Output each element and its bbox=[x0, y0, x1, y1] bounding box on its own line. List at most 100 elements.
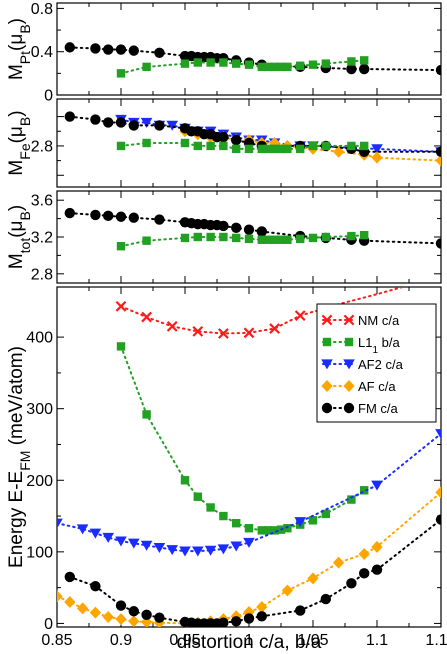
data-point bbox=[232, 519, 241, 528]
x-tick-label: 0.9 bbox=[110, 632, 132, 649]
y-axis-label: MPt(μB) bbox=[6, 18, 33, 80]
data-point bbox=[154, 120, 165, 131]
data-point bbox=[360, 141, 369, 151]
data-point bbox=[232, 144, 241, 154]
data-point bbox=[140, 540, 153, 551]
data-point bbox=[294, 517, 306, 528]
series-FM bbox=[64, 207, 441, 249]
data-point bbox=[435, 154, 441, 167]
y-tick-label: 0 bbox=[44, 616, 53, 633]
data-point bbox=[371, 480, 383, 491]
y-tick-label: 0.4 bbox=[31, 44, 53, 61]
y-tick-label: 0 bbox=[44, 88, 53, 105]
legend-marker bbox=[343, 380, 355, 392]
data-point bbox=[218, 328, 229, 339]
data-point bbox=[142, 410, 151, 419]
data-point bbox=[57, 590, 63, 603]
legend-marker bbox=[321, 380, 333, 392]
y-tick-label: 0.8 bbox=[31, 1, 53, 18]
data-point bbox=[76, 524, 89, 535]
legend-marker bbox=[344, 337, 354, 347]
data-point bbox=[116, 242, 126, 251]
x-tick-label: 1.05 bbox=[297, 632, 328, 649]
data-point bbox=[435, 514, 441, 525]
data-point bbox=[192, 326, 204, 337]
y-tick-label: 3.6 bbox=[31, 193, 53, 210]
data-point bbox=[102, 610, 114, 623]
data-point bbox=[154, 214, 165, 225]
x-axis-label: distortion c/a, b/a bbox=[177, 632, 322, 653]
data-point bbox=[435, 146, 441, 157]
data-point bbox=[102, 532, 114, 543]
data-point bbox=[128, 615, 140, 627]
x-tick-label: 1.1 bbox=[366, 632, 388, 649]
x-tick-label: 0.95 bbox=[169, 632, 200, 649]
data-point bbox=[115, 613, 127, 626]
x-tick-label: 1 bbox=[245, 632, 254, 649]
data-point bbox=[360, 230, 369, 240]
data-point bbox=[347, 57, 356, 66]
data-point bbox=[141, 609, 152, 621]
data-point bbox=[116, 342, 126, 351]
data-point bbox=[346, 578, 357, 589]
data-point bbox=[64, 111, 76, 122]
data-point bbox=[115, 536, 127, 547]
data-point bbox=[154, 612, 165, 623]
data-point bbox=[192, 546, 204, 557]
series-FM bbox=[64, 514, 441, 627]
data-point bbox=[153, 542, 166, 553]
data-point bbox=[320, 593, 331, 605]
data-point bbox=[142, 62, 151, 72]
data-point bbox=[180, 476, 190, 485]
y-tick-label: 2.8 bbox=[31, 138, 53, 155]
data-point bbox=[359, 568, 370, 579]
legend-label: AF c/a bbox=[358, 379, 396, 394]
data-point bbox=[321, 59, 330, 68]
data-point bbox=[281, 584, 293, 597]
data-point bbox=[128, 606, 139, 617]
data-point bbox=[193, 492, 202, 501]
data-point bbox=[57, 518, 63, 529]
data-point bbox=[231, 134, 242, 146]
data-point bbox=[308, 141, 318, 151]
data-point bbox=[276, 62, 286, 72]
data-point bbox=[218, 131, 229, 143]
data-point bbox=[90, 43, 101, 54]
data-point bbox=[219, 232, 228, 242]
data-point bbox=[435, 64, 441, 76]
series-AF bbox=[57, 486, 441, 627]
series-FM bbox=[64, 42, 441, 76]
data-point bbox=[142, 138, 151, 148]
data-point bbox=[307, 572, 319, 585]
legend-marker bbox=[343, 359, 355, 370]
data-area bbox=[64, 111, 441, 167]
data-point bbox=[154, 47, 165, 58]
data-point bbox=[276, 144, 286, 154]
data-point bbox=[64, 571, 76, 583]
data-point bbox=[206, 232, 215, 242]
data-point bbox=[360, 56, 369, 65]
data-point bbox=[128, 45, 139, 56]
data-point bbox=[308, 516, 318, 525]
legend-label: NM c/a bbox=[358, 313, 400, 328]
data-point bbox=[371, 151, 383, 164]
data-point bbox=[141, 615, 153, 627]
data-point bbox=[371, 144, 383, 155]
data-point bbox=[219, 58, 228, 67]
data-point bbox=[256, 600, 268, 613]
data-point bbox=[64, 595, 76, 608]
data-point bbox=[193, 141, 202, 151]
data-point bbox=[115, 600, 127, 611]
data-point bbox=[276, 235, 286, 244]
legend-label: L11 b/a bbox=[358, 335, 400, 356]
data-point bbox=[244, 524, 254, 533]
data-point bbox=[295, 605, 306, 616]
data-point bbox=[232, 59, 241, 68]
data-point bbox=[232, 233, 241, 243]
data-point bbox=[116, 141, 126, 151]
data-area bbox=[57, 287, 441, 627]
data-point bbox=[257, 235, 266, 244]
data-point bbox=[180, 138, 190, 148]
